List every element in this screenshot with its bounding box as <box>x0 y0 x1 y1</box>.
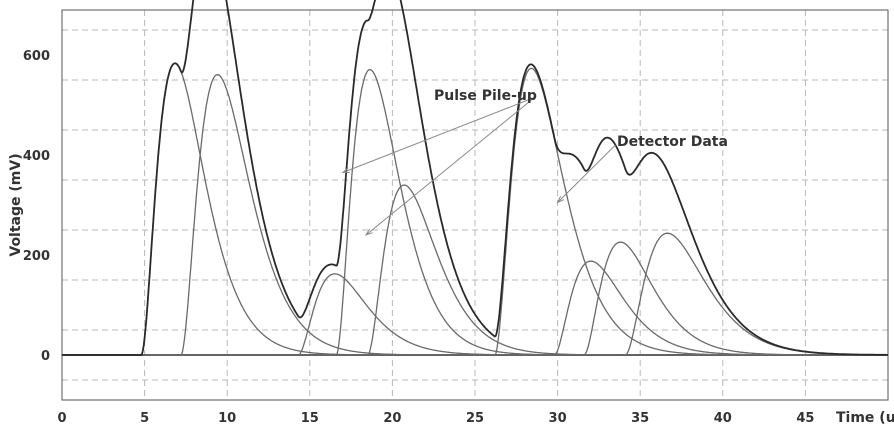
annotation-detector-data: Detector Data <box>617 134 728 150</box>
annotation-pulse-pile-up: Pulse Pile-up <box>434 88 537 104</box>
annotation-arrow <box>557 144 616 203</box>
pulse-curve-8 <box>62 241 888 356</box>
x-tick-label: 30 <box>549 411 567 426</box>
individual-pulse-curves <box>62 62 888 356</box>
y-tick-label: 400 <box>23 149 50 164</box>
x-axis-label: Time (us) <box>836 410 894 426</box>
pulse-curve-9 <box>62 232 888 356</box>
x-tick-label: 40 <box>714 411 732 426</box>
grid-lines <box>62 10 888 400</box>
annotation-arrow <box>365 97 535 236</box>
annotation-arrowhead <box>556 195 565 204</box>
x-tick-label: 25 <box>466 411 484 426</box>
x-tick-label: 0 <box>57 411 66 426</box>
annotation-arrowhead <box>341 167 350 174</box>
x-tick-label: 20 <box>383 411 401 426</box>
x-tick-label: 10 <box>218 411 236 426</box>
x-tick-label: 5 <box>140 411 149 426</box>
y-axis-ticks: 0 200 400 600 <box>23 49 50 364</box>
annotation-arrowhead <box>364 228 373 236</box>
x-tick-label: 15 <box>301 411 319 426</box>
y-tick-label: 200 <box>23 249 50 264</box>
x-axis-ticks: 0 5 10 15 20 25 30 35 40 45 <box>57 411 814 426</box>
plot-frame <box>61 9 889 401</box>
x-tick-label: 35 <box>631 411 649 426</box>
y-tick-label: 600 <box>23 49 50 64</box>
x-tick-label: 45 <box>796 411 814 426</box>
annotation-arrows <box>341 97 616 236</box>
annotation-arrow <box>342 97 535 173</box>
detector-data-curve <box>62 0 888 356</box>
y-tick-label: 0 <box>41 349 50 364</box>
y-axis-label: Voltage (mV) <box>8 153 24 256</box>
